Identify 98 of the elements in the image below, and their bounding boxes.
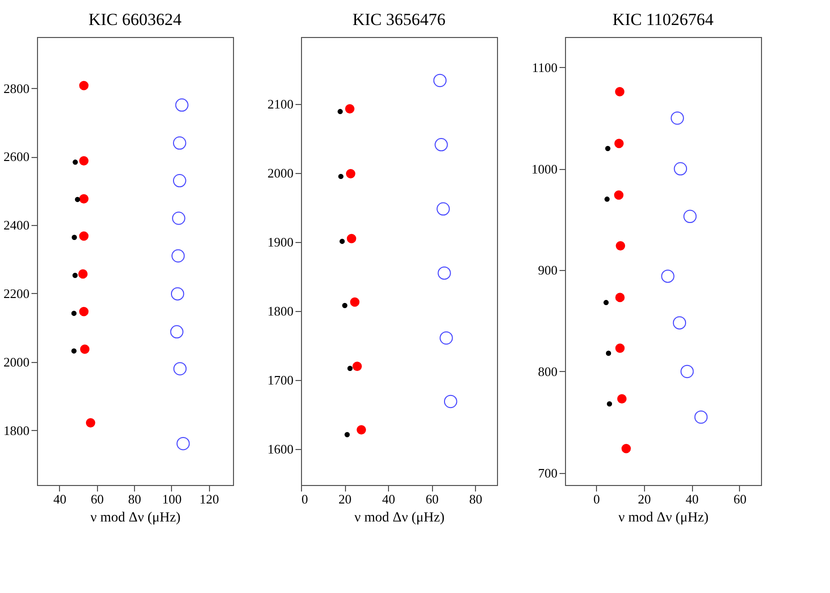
point [172,136,186,150]
y-tick-label: 2000 [268,165,294,180]
x-tick-label: 80 [128,492,142,506]
y-tick-label: 1600 [268,442,294,457]
x-axis-title: ν mod Δν (μHz) [618,510,709,526]
point [350,297,360,307]
point [175,98,188,112]
point [74,196,80,202]
point [605,146,610,152]
x-tick-label: 0 [302,492,308,506]
point [352,362,362,371]
point [344,432,350,438]
point [604,196,610,202]
point [79,306,89,316]
point [173,362,187,376]
y-tick-label: 2000 [4,354,30,370]
point [340,238,345,244]
point [338,108,343,114]
x-axis-title: ν mod Δν (μHz) [90,510,181,526]
point [347,366,353,371]
point [72,160,78,165]
point [694,410,708,424]
point [86,418,96,428]
point [672,316,686,330]
point [346,234,356,244]
point [615,87,624,96]
point [170,287,184,300]
point [617,394,627,404]
y-tick-label: 1800 [268,304,294,319]
point [79,231,89,241]
x-tick-label: 120 [199,492,219,506]
x-tick-label: 40 [686,492,699,506]
point [346,169,356,178]
point [683,210,697,224]
point [674,162,688,176]
point [670,111,684,125]
x-tick-label: 20 [638,492,651,506]
point [79,80,89,90]
point [172,212,186,225]
point [616,241,626,250]
point [176,437,190,450]
point [338,174,344,180]
point [171,249,185,262]
y-tick-label: 1000 [532,161,558,176]
point [622,444,631,454]
x-axis-title: ν mod Δν (μHz) [354,510,445,526]
point [436,202,450,216]
y-tick-label: 1700 [268,372,294,388]
chart-title: KIC 11026764 [612,10,714,29]
y-tick-label: 2200 [4,286,30,301]
y-tick-label: 700 [538,465,558,480]
point [661,270,674,283]
point [345,104,354,114]
point [356,425,366,434]
point [342,302,348,308]
point [170,325,184,338]
point [606,350,612,356]
y-tick-label: 1800 [4,422,30,438]
x-tick-label: 60 [90,492,104,506]
point [71,310,77,316]
chart-title: KIC 6603624 [88,10,182,29]
point [680,364,694,378]
point [79,156,89,166]
x-tick-label: 60 [426,492,439,506]
y-tick-label: 800 [538,364,558,379]
point [71,348,77,354]
x-tick-label: 60 [733,492,746,506]
y-tick-label: 1900 [268,234,294,250]
y-tick-label: 900 [538,262,558,278]
point [614,138,624,148]
point [434,138,448,152]
point [438,266,451,280]
x-tick-label: 80 [469,492,482,506]
y-tick-label: 2100 [268,96,294,112]
point [615,292,625,302]
point [78,269,88,279]
point [79,194,89,204]
x-tick-label: 40 [53,492,66,506]
point [603,300,609,306]
x-tick-label: 20 [338,492,352,506]
y-tick-label: 1100 [532,60,558,75]
point [615,343,625,353]
point [72,272,78,278]
point [606,401,612,407]
point [444,394,458,408]
x-tick-label: 40 [382,492,396,506]
point [614,190,624,200]
y-tick-label: 2400 [4,218,30,233]
chart-title: KIC 3656476 [352,10,446,29]
point [80,344,90,354]
point [440,331,453,345]
x-tick-label: 0 [593,492,600,506]
x-tick-label: 100 [162,492,182,506]
y-tick-label: 2800 [4,80,30,96]
point [433,74,447,88]
y-tick-label: 2600 [4,149,30,164]
point [72,234,77,240]
point [172,174,186,188]
